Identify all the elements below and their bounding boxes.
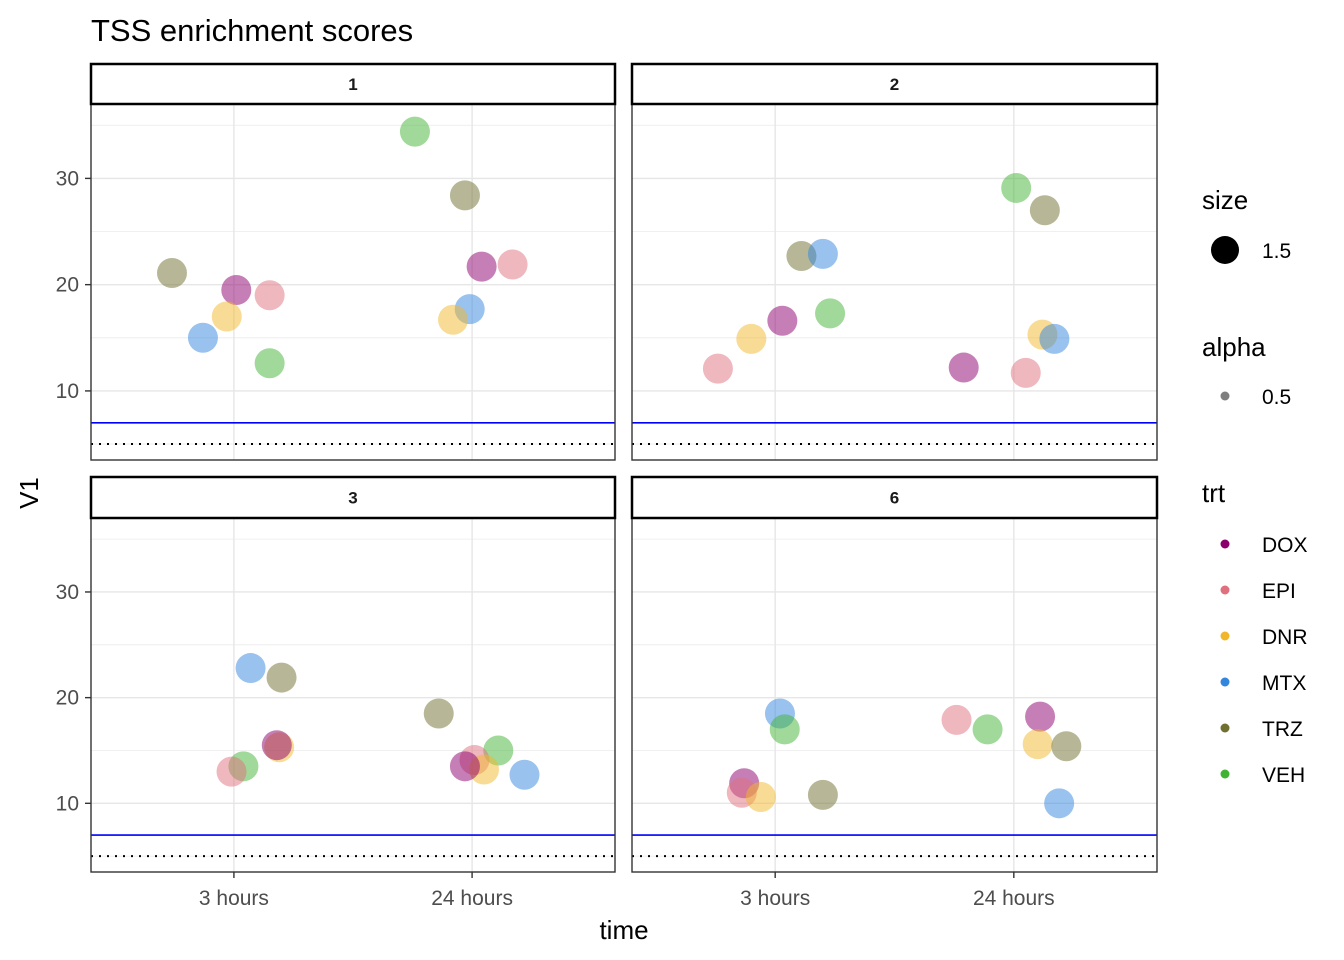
point-trz: [1029, 195, 1060, 226]
strip-label: 1: [348, 75, 357, 94]
panel-border: [90, 517, 616, 873]
strip-box: [89, 475, 617, 520]
point-veh: [399, 116, 430, 147]
point-trz: [807, 779, 838, 810]
y-tick-label: 10: [56, 792, 79, 815]
y-axis-title: V1: [14, 477, 44, 509]
point-veh: [254, 348, 285, 379]
legend-alpha-label: 0.5: [1262, 386, 1291, 409]
point-trz: [156, 257, 187, 288]
point-dox: [449, 751, 480, 782]
strip-box: [89, 62, 617, 106]
legend-label-mtx: MTX: [1262, 672, 1306, 695]
legend-key-veh: [1220, 769, 1230, 779]
strip-label: 2: [890, 75, 899, 94]
legend-key-dnr: [1220, 631, 1230, 641]
point-trz: [1051, 731, 1082, 762]
legend-label-dox: DOX: [1262, 534, 1308, 557]
point-dox: [767, 305, 798, 336]
y-tick-label: 20: [56, 274, 79, 297]
legend-label-epi: EPI: [1262, 580, 1296, 603]
point-mtx: [235, 653, 266, 684]
point-veh: [815, 298, 846, 329]
panel-border: [631, 517, 1158, 873]
point-dnr: [745, 781, 776, 812]
point-epi: [497, 249, 528, 280]
point-dox: [261, 730, 292, 761]
point-epi: [941, 704, 972, 735]
legend-title-trt: trt: [1202, 478, 1226, 508]
panel-border: [631, 103, 1158, 461]
legend-title-size: size: [1202, 185, 1248, 215]
legend-size-label: 1.5: [1262, 240, 1291, 263]
facet-panel-3: 3 10 20 30 3 hours 24 hours: [56, 475, 617, 910]
chart-title: TSS enrichment scores: [91, 13, 413, 48]
point-trz: [423, 698, 454, 729]
x-tick-label: 3 hours: [199, 887, 269, 910]
point-epi: [216, 756, 247, 787]
legend-key-dox: [1220, 539, 1230, 549]
strip-box: [630, 62, 1159, 106]
point-mtx: [1039, 323, 1070, 354]
legend-key-mtx: [1220, 677, 1230, 687]
facet-panel-1: 1 10 20 30: [56, 62, 617, 461]
point-dox: [948, 352, 979, 383]
facet-panel-2: 2: [630, 62, 1159, 461]
point-dox: [466, 251, 497, 282]
point-trz: [266, 662, 297, 693]
point-epi: [254, 280, 285, 311]
point-dnr: [1022, 729, 1053, 760]
y-tick-label: 30: [56, 167, 79, 190]
strip-box: [630, 475, 1159, 520]
y-tick-label: 30: [56, 581, 79, 604]
point-epi: [1010, 357, 1041, 388]
point-veh: [1001, 172, 1032, 203]
point-veh: [972, 714, 1003, 745]
facet-panel-6: 6 3 hours 24 hours: [630, 475, 1159, 910]
point-trz: [449, 180, 480, 211]
x-tick-label: 24 hours: [973, 887, 1055, 910]
legend-label-trz: TRZ: [1262, 718, 1303, 741]
legend-title-alpha: alpha: [1202, 332, 1266, 362]
point-mtx: [509, 759, 540, 790]
facet-panels: 1 10 20 30 2 3 10 20 30 3 hours 24 hours 6 3 hours 24…: [56, 62, 1159, 910]
legend: size 1.5 alpha 0.5 trt DOX EPI DNR MTX TRZ VEH: [1202, 185, 1308, 787]
legend-alpha-key: [1220, 391, 1230, 401]
legend-label-veh: VEH: [1262, 764, 1305, 787]
point-dnr: [438, 304, 469, 335]
legend-key-trz: [1220, 723, 1230, 733]
y-tick-label: 10: [56, 380, 79, 403]
legend-label-dnr: DNR: [1262, 626, 1308, 649]
x-axis-title: time: [599, 915, 648, 945]
legend-size-key: [1211, 236, 1239, 264]
point-mtx: [187, 322, 218, 353]
point-dox: [1025, 701, 1056, 732]
point-dnr: [736, 323, 767, 354]
point-dnr: [211, 301, 242, 332]
x-tick-label: 3 hours: [740, 887, 810, 910]
strip-label: 3: [348, 489, 357, 508]
point-mtx: [1044, 788, 1075, 819]
point-epi: [702, 353, 733, 384]
point-veh: [769, 714, 800, 745]
strip-label: 6: [890, 489, 899, 508]
x-tick-label: 24 hours: [431, 887, 513, 910]
point-mtx: [807, 238, 838, 269]
point-dox: [221, 274, 252, 305]
y-tick-label: 20: [56, 687, 79, 710]
legend-key-epi: [1220, 585, 1230, 595]
